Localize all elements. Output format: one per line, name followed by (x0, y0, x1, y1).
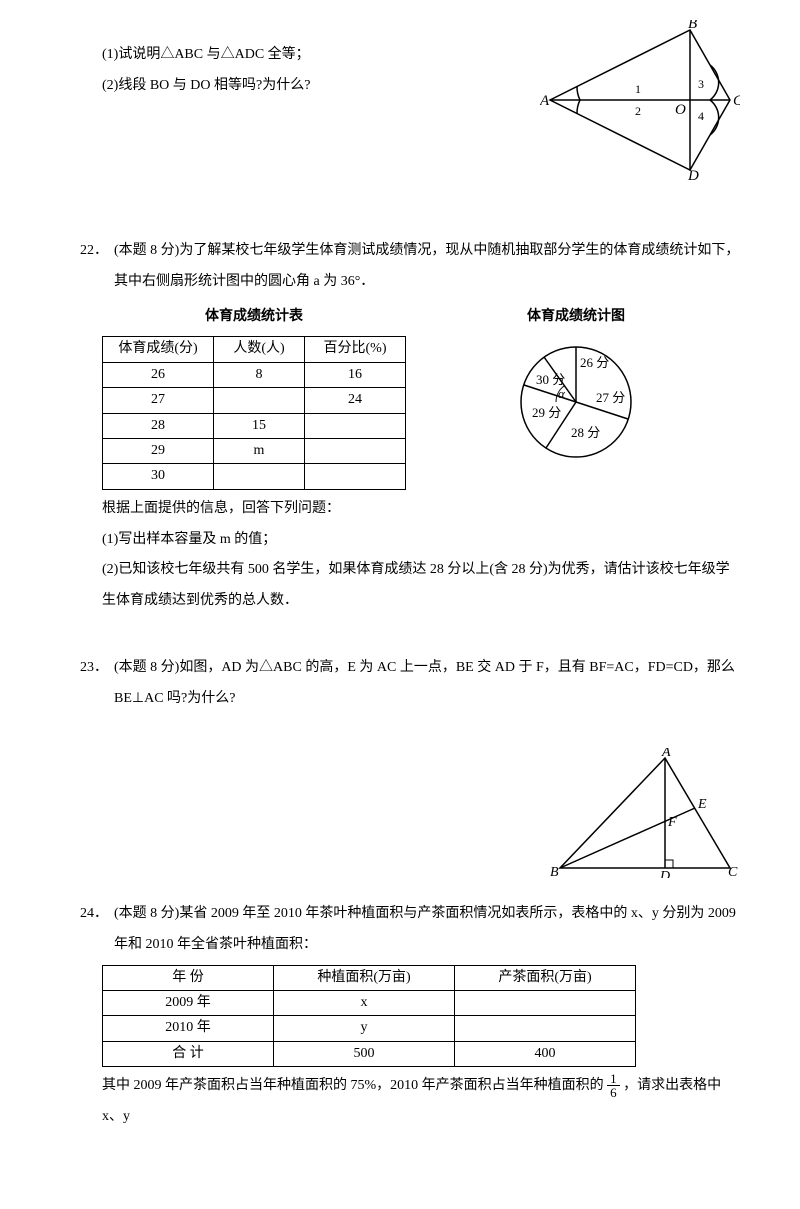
svg-text:2: 2 (635, 104, 641, 118)
svg-text:A: A (661, 748, 671, 760)
q22-table: 体育成绩(分) 人数(人) 百分比(%) 26816 27 24 2815 29m… (102, 336, 406, 489)
td (455, 1016, 636, 1041)
td: 500 (274, 1041, 455, 1066)
q22-table-title: 体育成绩统计表 (102, 302, 406, 333)
td: 2009 年 (103, 990, 274, 1015)
q22-number: 22． (80, 236, 108, 267)
th: 年 份 (103, 965, 274, 990)
svg-text:29 分: 29 分 (532, 405, 561, 420)
svg-text:27 分: 27 分 (596, 390, 625, 405)
svg-text:α: α (558, 386, 566, 401)
td: 30 (103, 464, 214, 489)
q22-block: 22． (本题 8 分)为了解某校七年级学生体育测试成绩情况，现从中随机抽取部分… (80, 236, 740, 617)
td (305, 438, 406, 463)
svg-text:C: C (733, 93, 740, 109)
td (305, 464, 406, 489)
svg-text:28 分: 28 分 (571, 425, 600, 440)
q22-lead: (本题 8 分)为了解某校七年级学生体育测试成绩情况，现从中随机抽取部分学生的体… (114, 236, 740, 298)
td: 16 (305, 362, 406, 387)
q21-block: (1)试说明△ABC 与△ADC 全等； (2)线段 BO 与 DO 相等吗?为… (80, 40, 740, 200)
td: 2010 年 (103, 1016, 274, 1041)
td: 28 (103, 413, 214, 438)
q24-number: 24． (80, 899, 108, 930)
svg-text:30 分: 30 分 (536, 372, 565, 387)
svg-text:3: 3 (698, 77, 704, 91)
q22-table-wrap: 体育成绩统计表 体育成绩(分) 人数(人) 百分比(%) 26816 27 24 … (102, 302, 406, 494)
q22-chart-wrap: 体育成绩统计图 26 分 27 分 28 分 29 分 30 分 (506, 302, 646, 473)
q23-number: 23． (80, 653, 108, 684)
svg-text:D: D (659, 869, 670, 878)
svg-text:B: B (688, 20, 697, 32)
td: 26 (103, 362, 214, 387)
q23-figure: A B C D E F (550, 748, 740, 878)
th: 产茶面积(万亩) (455, 965, 636, 990)
td: 29 (103, 438, 214, 463)
svg-text:E: E (697, 797, 707, 812)
svg-text:F: F (667, 815, 677, 830)
q24-table: 年 份 种植面积(万亩) 产茶面积(万亩) 2009 年x 2010 年y 合 … (102, 965, 636, 1068)
td: 27 (103, 388, 214, 413)
q24-block: 24． (本题 8 分)某省 2009 年至 2010 年茶叶种植面积与产茶面积… (80, 899, 740, 1133)
th: 体育成绩(分) (103, 337, 214, 362)
td: 8 (214, 362, 305, 387)
td (214, 388, 305, 413)
td (455, 990, 636, 1015)
svg-text:26 分: 26 分 (580, 355, 609, 370)
pie-chart: 26 分 27 分 28 分 29 分 30 分 α (506, 332, 646, 472)
svg-text:C: C (728, 865, 738, 878)
fraction: 16 (607, 1072, 620, 1099)
svg-text:A: A (540, 93, 550, 109)
td: x (274, 990, 455, 1015)
q23-block: 23． (本题 8 分)如图，AD 为△ABC 的高，E 为 AC 上一点，BE… (80, 653, 740, 863)
svg-text:1: 1 (635, 82, 641, 96)
td (214, 464, 305, 489)
svg-text:4: 4 (698, 109, 704, 123)
svg-text:D: D (687, 168, 699, 180)
tail-a: 其中 2009 年产茶面积占当年种植面积的 75%，2010 年产茶面积占当年种… (102, 1078, 604, 1093)
th: 种植面积(万亩) (274, 965, 455, 990)
td: 15 (214, 413, 305, 438)
td: y (274, 1016, 455, 1041)
q21-figure: A B C D O 1 2 3 4 (540, 20, 740, 180)
td (305, 413, 406, 438)
q22-after: 根据上面提供的信息，回答下列问题： (80, 494, 740, 525)
td: 24 (305, 388, 406, 413)
q22-sub1: (1)写出样本容量及 m 的值； (80, 525, 740, 556)
q24-lead: (本题 8 分)某省 2009 年至 2010 年茶叶种植面积与产茶面积情况如表… (114, 899, 740, 961)
td: 合 计 (103, 1041, 274, 1066)
q24-tail: 其中 2009 年产茶面积占当年种植面积的 75%，2010 年产茶面积占当年种… (80, 1071, 740, 1133)
q23-lead: (本题 8 分)如图，AD 为△ABC 的高，E 为 AC 上一点，BE 交 A… (114, 653, 740, 715)
td: 400 (455, 1041, 636, 1066)
td: m (214, 438, 305, 463)
svg-text:O: O (675, 102, 686, 118)
q22-chart-title: 体育成绩统计图 (506, 302, 646, 333)
th: 人数(人) (214, 337, 305, 362)
th: 百分比(%) (305, 337, 406, 362)
q22-sub2: (2)已知该校七年级共有 500 名学生，如果体育成绩达 28 分以上(含 28… (80, 555, 740, 617)
svg-text:B: B (550, 865, 559, 878)
